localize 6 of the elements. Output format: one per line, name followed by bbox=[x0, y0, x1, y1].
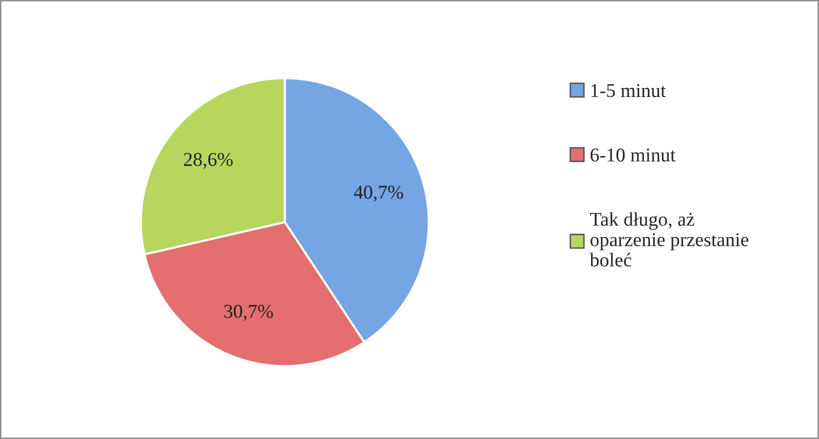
data-label: 28,6% bbox=[184, 152, 233, 169]
data-label: 30,7% bbox=[224, 304, 273, 321]
legend-label: 6-10 minut bbox=[590, 148, 676, 162]
legend-label: 1-5 minut bbox=[591, 84, 666, 98]
data-label: 40,7% bbox=[354, 186, 404, 202]
legend-label: Tak długo, aż oparzenie przestanie boleć bbox=[590, 212, 748, 267]
